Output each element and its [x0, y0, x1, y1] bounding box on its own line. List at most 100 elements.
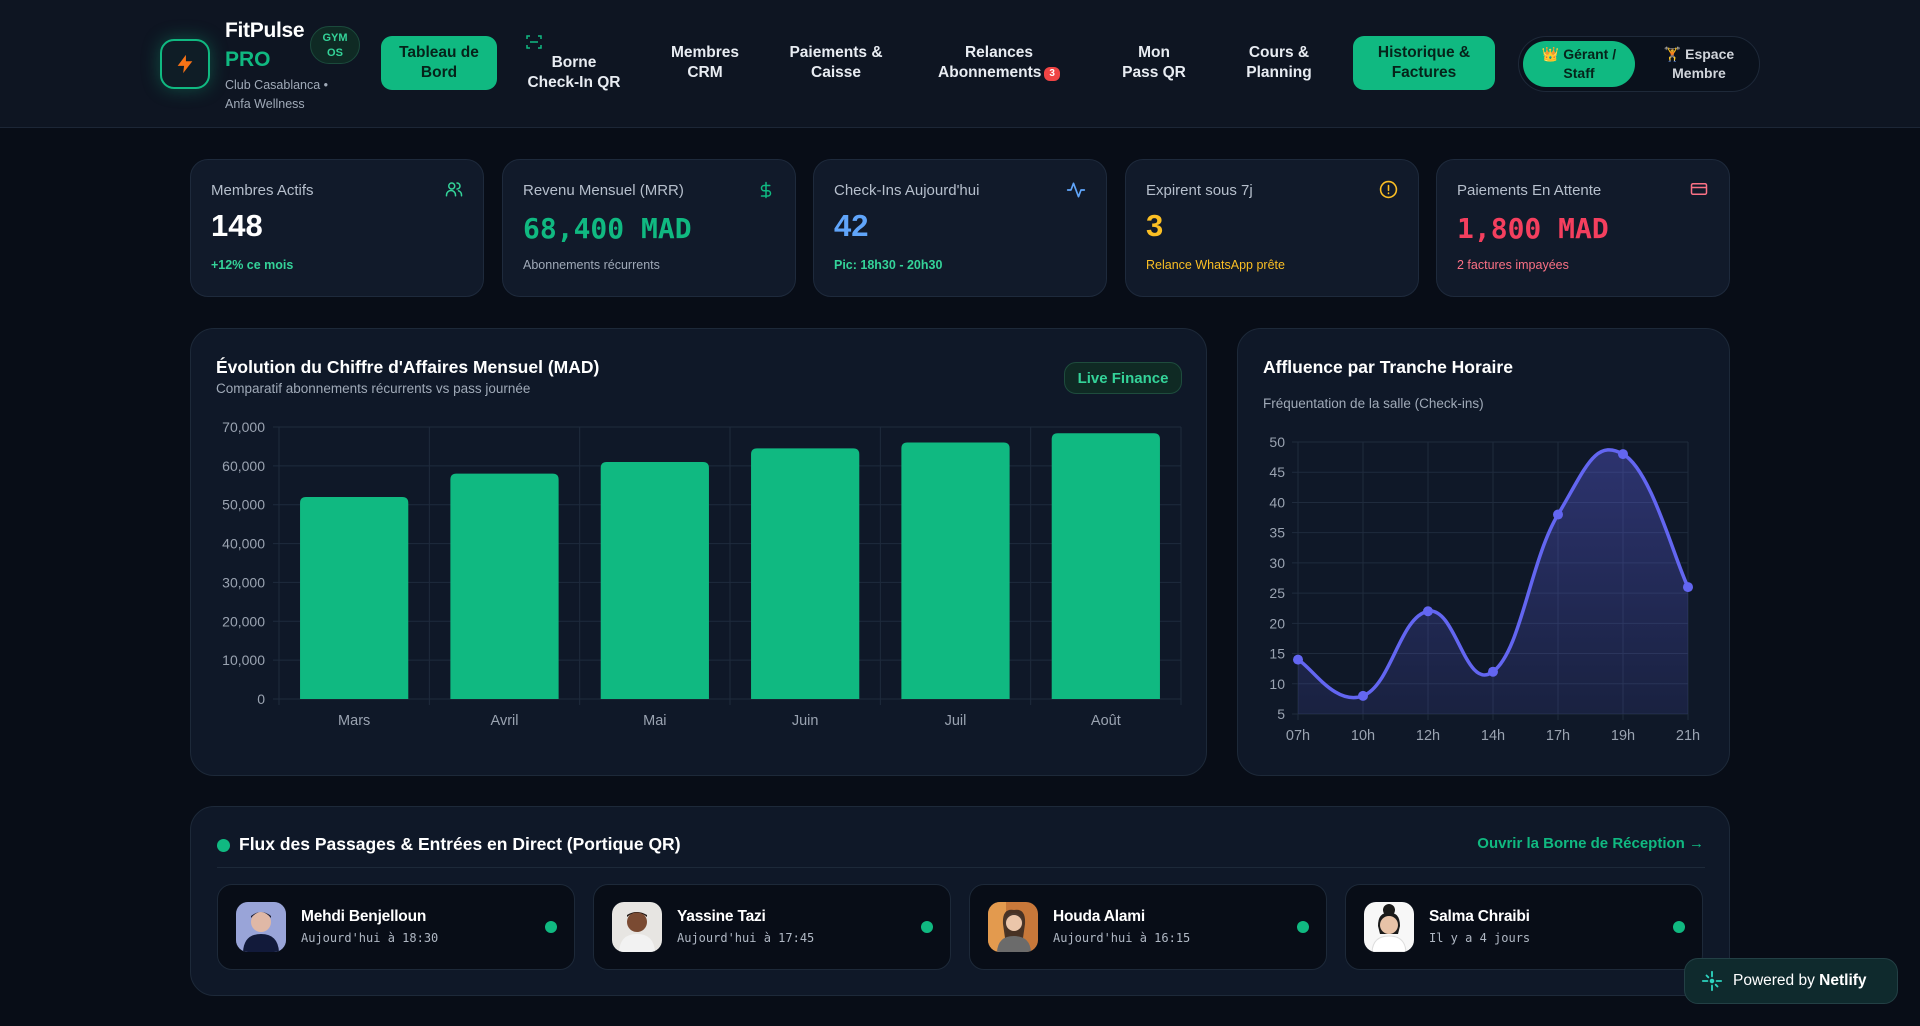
reminders-count-badge: 3: [1044, 67, 1060, 81]
nav-label: Mon: [1138, 44, 1170, 61]
x-tick-label: Juil: [945, 713, 967, 729]
kpi-label: Revenu Mensuel (MRR): [523, 182, 684, 199]
kpi-label: Membres Actifs: [211, 182, 314, 199]
x-tick-label: Mai: [643, 713, 666, 729]
data-point: [1358, 690, 1368, 701]
users-icon: [445, 182, 463, 197]
nav-my-qr-pass[interactable]: Mon Pass QR: [1108, 36, 1200, 90]
netlify-badge[interactable]: Powered by Netlify: [1684, 958, 1898, 1004]
y-tick-label: 40,000: [222, 536, 265, 552]
x-tick-label: Août: [1091, 713, 1121, 729]
nav-label: Borne: [551, 54, 597, 71]
member-name: Houda Alami: [1053, 908, 1145, 925]
open-reception-kiosk-link[interactable]: Ouvrir la Borne de Réception →: [1477, 835, 1704, 852]
kpi-sub: +12% ce mois: [211, 258, 294, 272]
entry-card[interactable]: Mehdi Benjelloun Aujourd'hui à 18:30: [217, 884, 575, 970]
role-staff-button[interactable]: 👑 Gérant / Staff: [1523, 41, 1635, 87]
nav-label: CRM: [687, 64, 723, 81]
kpi-label: Paiements En Attente: [1457, 182, 1602, 199]
avatar: [988, 902, 1038, 952]
y-tick-label: 70,000: [222, 419, 265, 435]
bar: [600, 461, 709, 699]
top-header: FitPulse PRO GYM OS Club Casablanca • An…: [0, 0, 1920, 128]
kpi-card-expiring: Expirent sous 7j 3 Relance WhatsApp prêt…: [1125, 159, 1419, 297]
role-member-button[interactable]: 🏋 Espace Membre: [1643, 41, 1755, 87]
role-label: 👑 Gérant /: [1541, 46, 1617, 62]
gym-os-badge: GYM OS: [310, 26, 360, 64]
bar: [1051, 433, 1160, 699]
y-tick-label: 30: [1269, 555, 1285, 571]
nav-label: Tableau de: [399, 44, 479, 61]
netlify-icon: [1701, 970, 1723, 992]
nav-dashboard[interactable]: Tableau de Bord: [381, 36, 497, 90]
nav-label: Abonnements 3: [938, 63, 1060, 83]
kpi-sub: Relance WhatsApp prête: [1146, 258, 1285, 272]
logo[interactable]: [160, 39, 210, 89]
nav-history-invoices[interactable]: Historique & Factures: [1353, 36, 1495, 90]
entry-card[interactable]: Salma Chraibi Il y a 4 jours: [1345, 884, 1703, 970]
nav-classes-planning[interactable]: Cours & Planning: [1232, 36, 1326, 90]
y-tick-label: 0: [257, 691, 265, 707]
revenue-chart-title: Évolution du Chiffre d'Affaires Mensuel …: [216, 357, 600, 377]
netlify-prefix: Powered by: [1733, 972, 1815, 989]
nav-checkin-kiosk[interactable]: Borne Check-In QR: [512, 46, 636, 100]
traffic-chart-panel: Affluence par Tranche Horaire Fréquentat…: [1237, 328, 1730, 776]
bar: [300, 496, 409, 699]
club-name: Club Casablanca • Anfa Wellness: [225, 78, 329, 111]
kpi-card-mrr: Revenu Mensuel (MRR) 68,400 MAD Abonneme…: [502, 159, 796, 297]
avatar: [612, 902, 662, 952]
live-entries-panel: Flux des Passages & Entrées en Direct (P…: [190, 806, 1730, 996]
entry-card[interactable]: Yassine Tazi Aujourd'hui à 17:45: [593, 884, 951, 970]
x-tick-label: 21h: [1676, 728, 1700, 744]
y-tick-label: 15: [1269, 646, 1285, 662]
status-dot: [545, 921, 557, 933]
role-label: 🏋 Espace: [1663, 46, 1735, 62]
bar: [901, 442, 1010, 699]
x-tick-label: 10h: [1351, 728, 1375, 744]
x-tick-label: Mars: [338, 713, 370, 729]
dollar-icon: [760, 181, 772, 199]
entry-time: Il y a 4 jours: [1429, 931, 1531, 945]
revenue-bar-chart: 0 10,000 20,000 30,000 40,000 50,000 60,000 70,…: [222, 419, 1182, 729]
x-tick-label: 19h: [1611, 728, 1635, 744]
nav-label: Bord: [420, 64, 458, 81]
live-finance-badge: Live Finance: [1064, 362, 1182, 394]
kpi-value: 148: [211, 208, 263, 243]
y-tick-label: 20: [1269, 615, 1285, 631]
kpi-label: Expirent sous 7j: [1146, 182, 1253, 199]
feed-title: Flux des Passages & Entrées en Direct (P…: [239, 834, 681, 854]
traffic-chart-title: Affluence par Tranche Horaire: [1263, 357, 1513, 377]
bar: [450, 473, 559, 699]
kpi-card-active-members: Membres Actifs 148 +12% ce mois: [190, 159, 484, 297]
traffic-area-chart: 5 10 15 20 25 30 35 40 45 50 07h 10h 12h 14h 17h 19h 21h: [1269, 434, 1700, 744]
member-name: Mehdi Benjelloun: [301, 908, 427, 925]
role-label: Membre: [1672, 65, 1726, 81]
status-dot: [1297, 921, 1309, 933]
nav-label: Check-In QR: [527, 74, 621, 91]
nav-label: Cours &: [1248, 44, 1310, 61]
nav-payments[interactable]: Paiements & Caisse: [776, 36, 896, 90]
x-tick-label: 14h: [1481, 728, 1505, 744]
traffic-chart-subtitle: Fréquentation de la salle (Check-ins): [1263, 396, 1484, 411]
y-tick-label: 20,000: [222, 613, 265, 629]
revenue-chart-subtitle: Comparatif abonnements récurrents vs pas…: [216, 381, 531, 396]
lightning-icon: [177, 54, 193, 74]
nav-label: Pass QR: [1122, 64, 1186, 81]
nav-label: Caisse: [811, 64, 861, 81]
status-dot: [921, 921, 933, 933]
entry-time: Aujourd'hui à 16:15: [1053, 931, 1191, 945]
alert-circle-icon: [1379, 180, 1398, 199]
entry-card[interactable]: Houda Alami Aujourd'hui à 16:15: [969, 884, 1327, 970]
y-tick-label: 30,000: [222, 574, 265, 590]
kpi-value: 3: [1146, 208, 1164, 243]
nav-members-crm[interactable]: Membres CRM: [654, 36, 756, 90]
nav-subscription-reminders[interactable]: Relances Abonnements 3: [924, 36, 1074, 90]
brand-name: FitPulse: [225, 19, 305, 42]
avatar: [1364, 902, 1414, 952]
kpi-sub: Pic: 18h30 - 20h30: [834, 258, 943, 272]
y-tick-label: 60,000: [222, 458, 265, 474]
scan-icon: [526, 35, 542, 49]
nav-label: Planning: [1246, 64, 1312, 81]
activity-icon: [1066, 182, 1086, 198]
nav-label: Membres: [670, 44, 740, 61]
